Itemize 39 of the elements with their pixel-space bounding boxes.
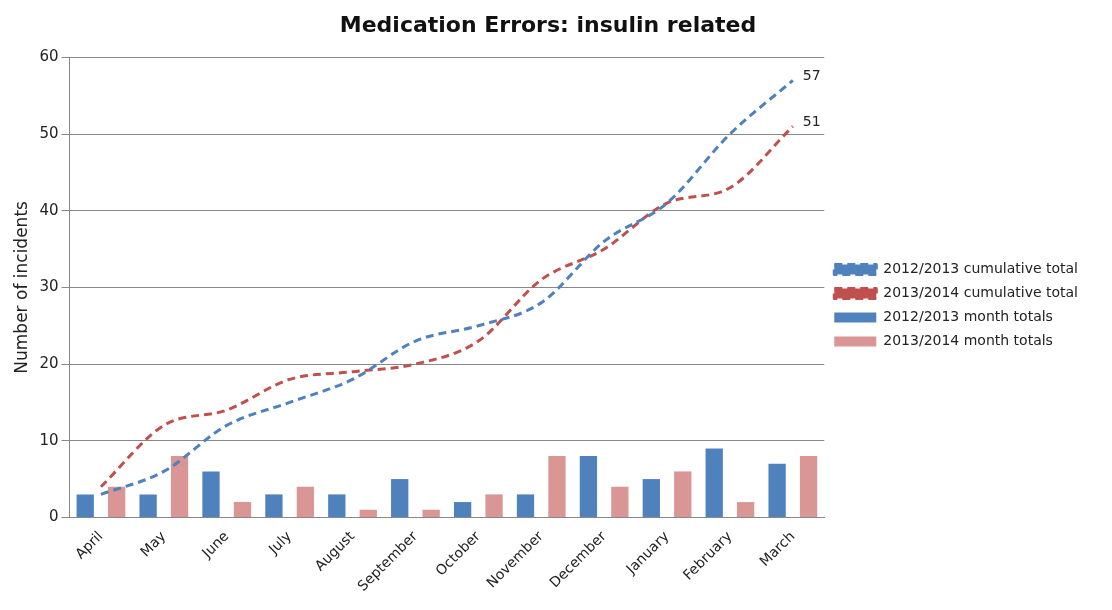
y-tick-label: 60 (39, 47, 59, 66)
bar (674, 471, 692, 517)
bar (705, 448, 723, 517)
bar (611, 486, 629, 517)
bar (328, 494, 346, 517)
legend-label: 2013/2014 month totals (883, 332, 1053, 349)
bar (579, 456, 598, 517)
bar (768, 463, 786, 517)
chart-title: Medication Errors: insulin related (339, 11, 757, 37)
bar (265, 494, 283, 517)
data-label: 57 (802, 67, 821, 84)
bar (642, 479, 660, 517)
y-tick-label: 40 (39, 200, 59, 219)
bar (170, 456, 189, 517)
y-tick-label: 50 (39, 123, 59, 142)
bar (139, 494, 157, 517)
bar (391, 479, 409, 517)
bar (76, 494, 94, 517)
y-tick-label: 0 (48, 507, 59, 526)
bar (359, 509, 377, 517)
y-tick-label: 30 (39, 277, 59, 296)
bar (516, 494, 535, 517)
bar (296, 486, 315, 517)
data-label: 51 (802, 113, 821, 130)
legend-label: 2013/2014 cumulative total (883, 284, 1078, 301)
bar (108, 486, 126, 517)
legend-label: 2012/2013 month totals (883, 308, 1053, 325)
bar (737, 502, 755, 517)
y-tick-label: 20 (39, 353, 59, 372)
y-axis-title: Number of incidents (10, 200, 31, 374)
y-tick-label: 10 (39, 430, 59, 449)
bar (422, 509, 440, 517)
bar (548, 456, 566, 517)
legend-label: 2012/2013 cumulative total (883, 260, 1078, 277)
bar (485, 494, 503, 517)
bar (453, 502, 472, 517)
bar (202, 471, 220, 517)
bar (233, 502, 252, 517)
bar (799, 456, 818, 517)
